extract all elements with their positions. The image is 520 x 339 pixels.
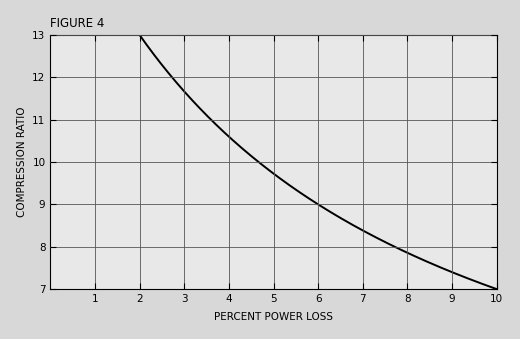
Text: FIGURE 4: FIGURE 4 [50,17,105,30]
Y-axis label: COMPRESSION RATIO: COMPRESSION RATIO [17,107,27,217]
X-axis label: PERCENT POWER LOSS: PERCENT POWER LOSS [214,312,333,322]
